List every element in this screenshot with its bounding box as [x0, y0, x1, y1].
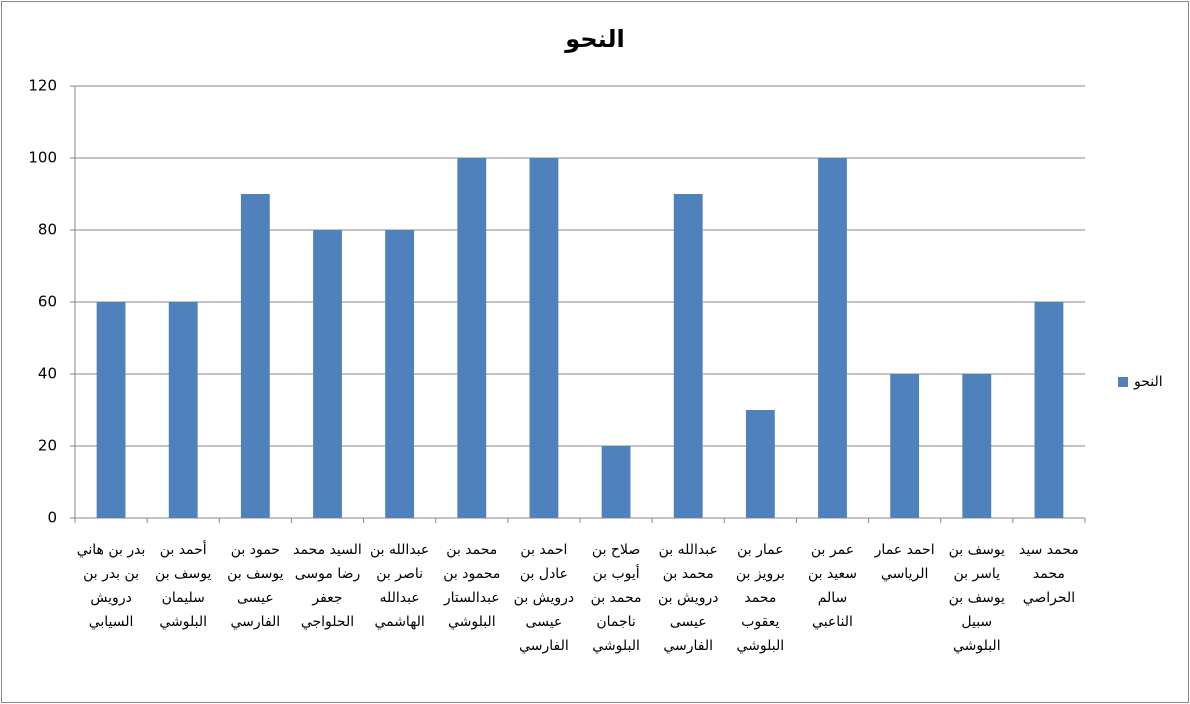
y-tick-label: 20 — [38, 437, 57, 455]
legend-label: النحو — [1133, 374, 1163, 390]
y-tick-label: 60 — [38, 293, 57, 311]
x-tick-label: السيد محمد رضا موسى جعفر الحلواجي — [293, 542, 362, 630]
x-tick-label: محمد بن محمود بن عبدالستار البلوشي — [443, 542, 501, 630]
bar — [457, 158, 487, 518]
bar — [818, 158, 847, 518]
bar — [385, 230, 415, 518]
y-tick-label: 40 — [38, 365, 57, 383]
bar — [890, 374, 920, 518]
bar — [529, 158, 559, 518]
bar — [1034, 302, 1064, 518]
x-tick-label: صلاح بن أيوب بن محمد بن ناجمان البلوشي — [590, 542, 642, 654]
legend-marker — [1118, 377, 1128, 387]
bar — [96, 302, 126, 518]
x-tick-label: أحمد بن يوسف بن سليمان البلوشي — [155, 542, 212, 630]
bar — [240, 194, 270, 518]
bar — [673, 194, 703, 518]
y-tick-label: 120 — [28, 77, 57, 95]
bar — [168, 302, 198, 518]
bar — [313, 230, 342, 518]
x-tick-label: عبدالله بن ناصر بن عبدالله الهاشمي — [370, 542, 430, 630]
chart-title: النحو — [564, 25, 624, 53]
x-tick-label: احمد عمار الرياسي — [874, 542, 935, 582]
y-tick-label: 80 — [38, 221, 57, 239]
y-tick-label: 0 — [47, 509, 57, 527]
bar — [962, 374, 992, 518]
x-tick-label: عبدالله بن محمد بن درويش بن عيسى الفارسي — [657, 542, 719, 654]
x-tick-label: بدر بن هاني بن بدر بن درويش السيابي — [76, 542, 146, 630]
bar — [601, 446, 631, 518]
x-tick-label: محمد سيد محمد الحراصي — [1019, 542, 1079, 606]
x-tick-label: عمار بن برويز بن محمد يعقوب البلوشي — [735, 542, 785, 654]
x-tick-label: يوسف بن ياسر بن يوسف بن سبيل البلوشي — [948, 542, 1005, 654]
bar — [745, 410, 775, 518]
x-tick-label: حمود بن يوسف بن عيسى الفارسي — [227, 542, 284, 630]
x-tick-label: احمد بن عادل بن درويش بن عيسى الفارسي — [513, 542, 575, 654]
y-tick-label: 100 — [28, 149, 57, 167]
x-tick-label: عمر بن سعيد بن سالم الناعبي — [807, 542, 858, 630]
